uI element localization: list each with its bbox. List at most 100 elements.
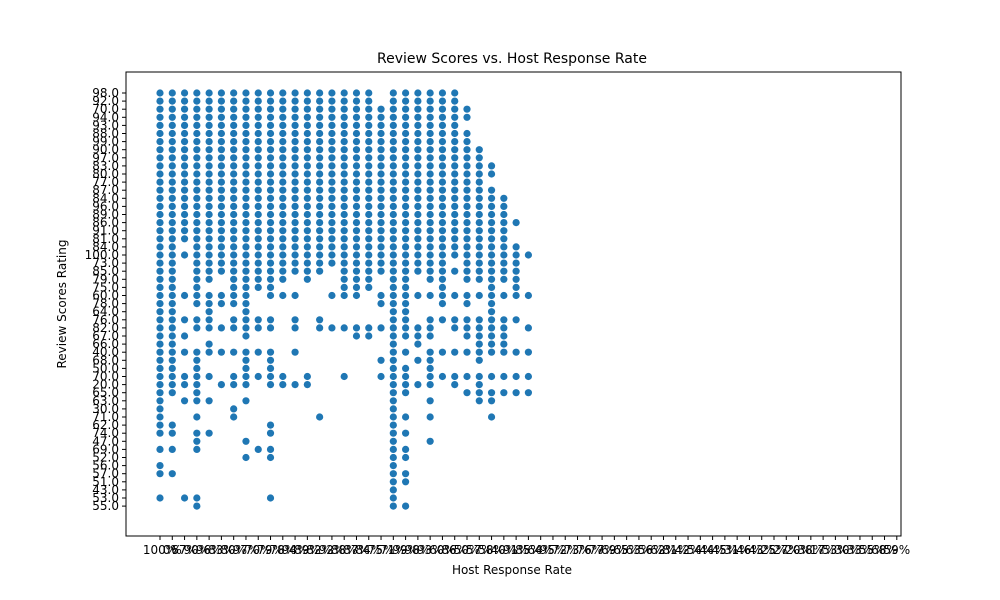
data-point bbox=[205, 89, 213, 97]
data-point bbox=[328, 324, 336, 332]
data-point bbox=[377, 267, 385, 275]
data-point bbox=[230, 138, 238, 146]
data-point bbox=[156, 251, 164, 259]
data-point bbox=[230, 235, 238, 243]
data-point bbox=[426, 210, 434, 219]
y-tick-label: 76.0 bbox=[92, 313, 119, 327]
data-point bbox=[242, 251, 250, 259]
data-point bbox=[402, 251, 410, 259]
data-point bbox=[217, 178, 225, 186]
data-point bbox=[463, 291, 471, 300]
data-point bbox=[316, 210, 324, 219]
data-point bbox=[291, 162, 299, 170]
data-point bbox=[328, 97, 336, 105]
data-point bbox=[451, 170, 459, 178]
data-point bbox=[217, 89, 225, 97]
x-tick-label: 65% bbox=[613, 543, 640, 557]
x-tick-label: 91% bbox=[503, 543, 530, 557]
data-point bbox=[217, 227, 225, 235]
data-point bbox=[230, 291, 238, 300]
y-tick-label: 69.0 bbox=[92, 442, 119, 456]
data-point bbox=[463, 332, 471, 340]
data-point bbox=[156, 202, 164, 210]
data-point bbox=[193, 364, 201, 372]
data-point bbox=[500, 340, 508, 348]
data-point bbox=[328, 227, 336, 235]
data-point bbox=[266, 494, 275, 502]
data-point bbox=[156, 372, 164, 381]
data-point bbox=[266, 283, 275, 291]
data-point bbox=[180, 494, 189, 502]
data-point bbox=[193, 227, 201, 235]
data-point bbox=[316, 259, 324, 267]
y-tick-label: 30.0 bbox=[92, 402, 119, 416]
data-point bbox=[389, 453, 397, 462]
data-point bbox=[475, 251, 483, 259]
data-point bbox=[414, 210, 422, 219]
data-point bbox=[242, 113, 250, 121]
data-point bbox=[438, 113, 447, 121]
data-point bbox=[230, 316, 238, 324]
y-tick-label: 78.0 bbox=[92, 297, 119, 311]
data-point bbox=[193, 154, 201, 162]
x-tick-label: 70% bbox=[245, 543, 272, 557]
data-point bbox=[316, 162, 324, 170]
data-point bbox=[389, 235, 397, 243]
data-point bbox=[389, 332, 397, 340]
data-point bbox=[426, 113, 434, 121]
data-point bbox=[414, 324, 422, 332]
data-point bbox=[230, 324, 238, 332]
data-point bbox=[365, 154, 373, 162]
data-point bbox=[402, 267, 410, 275]
data-point bbox=[365, 283, 373, 291]
data-point bbox=[365, 259, 373, 267]
data-point bbox=[414, 267, 422, 275]
x-tick-label: 71% bbox=[380, 543, 407, 557]
data-point bbox=[475, 291, 483, 300]
data-point bbox=[340, 170, 348, 178]
data-point bbox=[451, 129, 459, 138]
data-point bbox=[156, 89, 164, 97]
data-point bbox=[352, 243, 361, 251]
data-point bbox=[328, 154, 336, 162]
data-point bbox=[352, 291, 361, 300]
x-tick-label: 63% bbox=[626, 543, 653, 557]
y-tick-label: 47.0 bbox=[92, 434, 119, 448]
data-point bbox=[230, 283, 238, 291]
data-point bbox=[205, 340, 213, 348]
data-point bbox=[303, 89, 311, 97]
data-point bbox=[402, 453, 410, 462]
data-point bbox=[352, 194, 361, 202]
data-point bbox=[156, 105, 164, 113]
data-point bbox=[230, 178, 238, 186]
data-point bbox=[463, 146, 471, 154]
data-point bbox=[340, 372, 348, 381]
data-point bbox=[156, 283, 164, 291]
data-point bbox=[365, 219, 373, 227]
data-point bbox=[291, 251, 299, 259]
data-point bbox=[217, 251, 225, 259]
data-point bbox=[352, 121, 361, 129]
data-point bbox=[193, 445, 201, 453]
data-point bbox=[340, 324, 348, 332]
data-point bbox=[266, 154, 275, 162]
data-point bbox=[365, 194, 373, 202]
data-point bbox=[463, 219, 471, 227]
data-point bbox=[389, 113, 397, 121]
data-point bbox=[156, 162, 164, 170]
data-point bbox=[438, 251, 447, 259]
data-point bbox=[389, 397, 397, 405]
data-point bbox=[377, 178, 385, 186]
data-point bbox=[242, 227, 250, 235]
data-point bbox=[340, 283, 348, 291]
data-point bbox=[438, 154, 447, 162]
data-point bbox=[475, 332, 483, 340]
data-point bbox=[291, 259, 299, 267]
data-point bbox=[340, 267, 348, 275]
data-point bbox=[389, 300, 397, 308]
data-point bbox=[205, 429, 213, 437]
x-tick-label: 80% bbox=[220, 543, 247, 557]
data-point bbox=[377, 227, 385, 235]
data-point bbox=[487, 348, 496, 356]
data-point bbox=[230, 372, 238, 381]
